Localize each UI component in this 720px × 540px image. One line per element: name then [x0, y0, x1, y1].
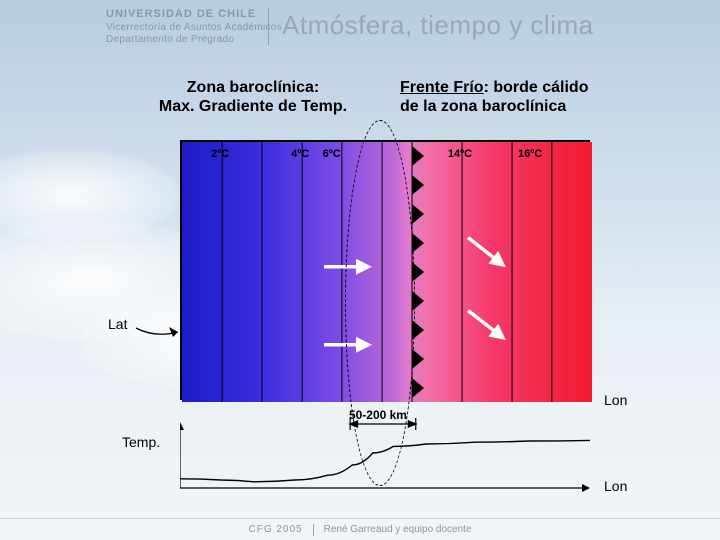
title-rest: de la zona baroclínica	[400, 98, 566, 115]
slide-header: UNIVERSIDAD DE CHILE Vicerrectoría de As…	[0, 0, 720, 54]
lat-axis-label: Lat	[108, 316, 127, 332]
course-title: Atmósfera, tiempo y clima	[282, 10, 594, 41]
title-line: Max. Gradiente de Temp.	[138, 97, 368, 116]
front-triangle-icon	[412, 175, 424, 195]
footer-divider	[313, 524, 314, 536]
header-divider	[268, 8, 269, 45]
temperature-profile-panel: 50-200 km	[180, 416, 590, 494]
diagram-area: Zona baroclínica: Max. Gradiente de Temp…	[0, 54, 720, 518]
lon-axis-label-lower: Lon	[604, 478, 627, 494]
temp-label: 6ºC	[323, 148, 341, 160]
temp-axis-label: Temp.	[122, 434, 160, 450]
title-line: Zona baroclínica:	[138, 78, 368, 97]
slide-footer: CFG 2005 René Garreaud y equipo docente	[0, 518, 720, 540]
front-triangle-icon	[412, 146, 424, 166]
front-triangle-icon	[412, 349, 424, 369]
temp-label: 14ºC	[448, 148, 472, 160]
temp-curve-svg	[180, 416, 590, 494]
scale-label: 50-200 km	[349, 408, 407, 422]
title-baroclinic-zone: Zona baroclínica: Max. Gradiente de Temp…	[138, 78, 368, 116]
footer-course-code: CFG 2005	[248, 524, 302, 535]
title-rest: : borde cálido	[484, 79, 589, 96]
title-cold-front: Frente Frío: borde cálido de la zona bar…	[400, 78, 650, 116]
footer-credits: René Garreaud y equipo docente	[324, 524, 472, 535]
temp-label: 4ºC	[291, 148, 309, 160]
temp-label: 16ºC	[518, 148, 542, 160]
lon-axis-label-upper: Lon	[604, 392, 627, 408]
temp-label: 2ºC	[211, 148, 229, 160]
title-underlined: Frente Frío	[400, 79, 484, 96]
lat-arrow-icon	[130, 310, 220, 350]
front-triangle-icon	[412, 378, 424, 398]
front-triangle-icon	[412, 204, 424, 224]
front-triangle-icon	[412, 233, 424, 253]
